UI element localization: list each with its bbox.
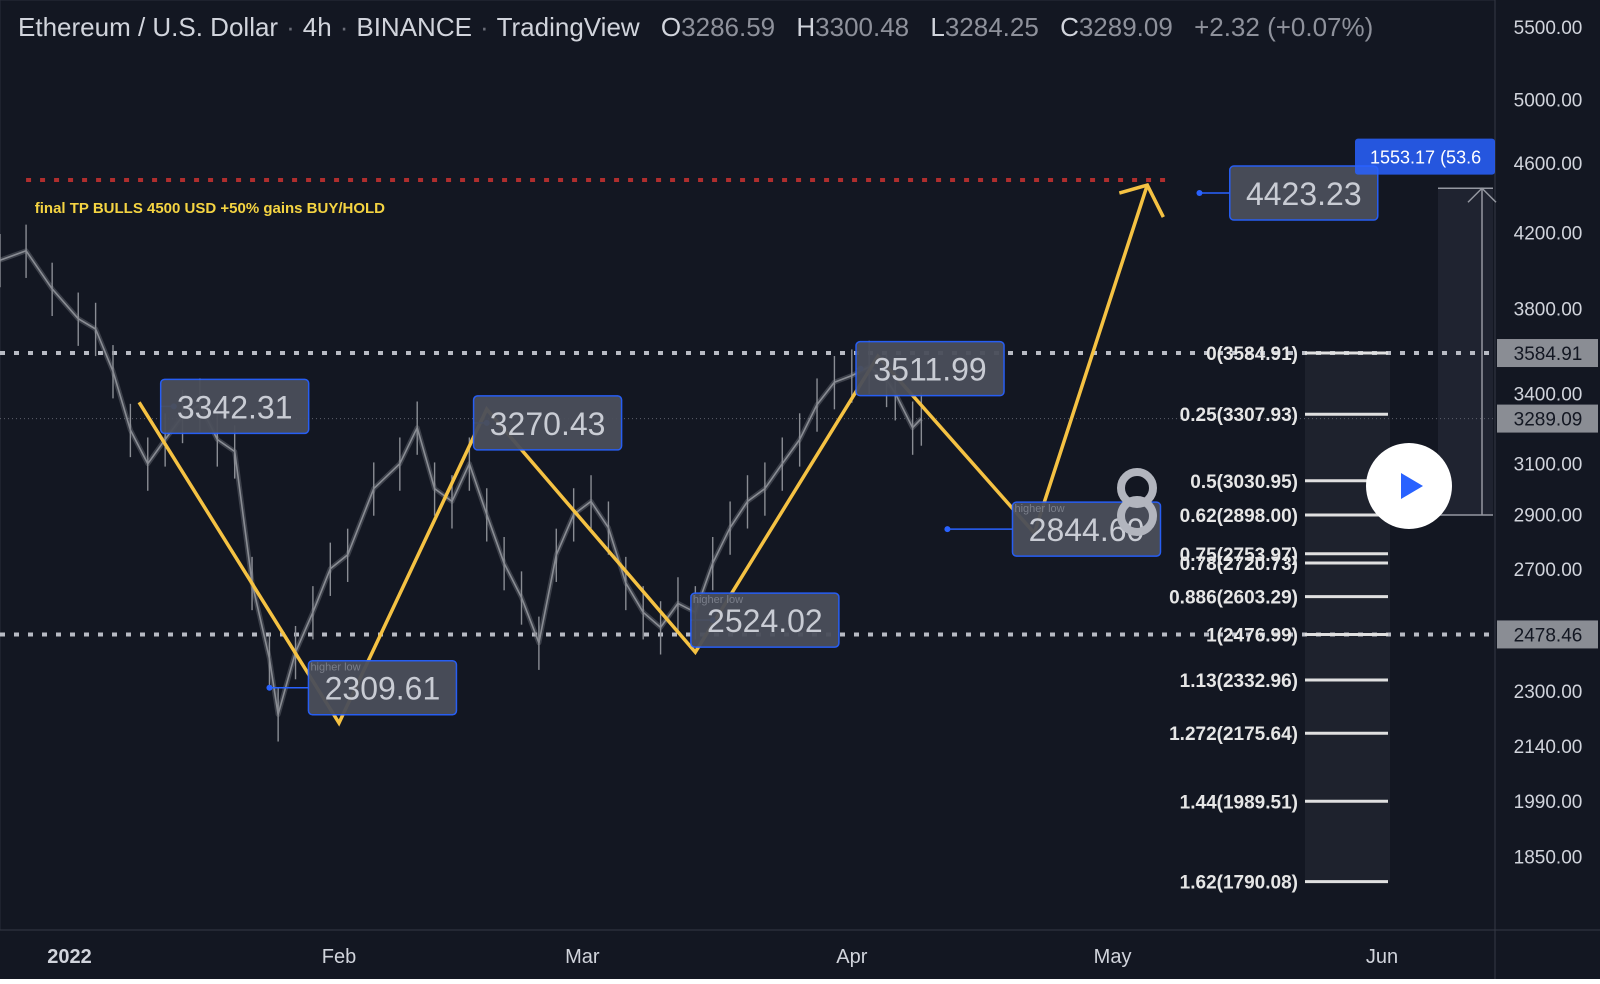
low-value: 3284.25 (944, 12, 1039, 42)
x-tick-label: Jun (1366, 946, 1398, 968)
fib-level-label: 1.13(2332.96) (1180, 671, 1298, 692)
axis-price-badge (1497, 620, 1598, 649)
interval-label[interactable]: 4h (302, 12, 332, 42)
axis-price-badge (1497, 339, 1598, 368)
target-annotation: final TP BULLS 4500 USD +50% gains BUY/H… (35, 200, 385, 217)
price-label-background (159, 378, 310, 435)
high-value: 3300.48 (815, 12, 910, 42)
y-tick-label: 5500.00 (1514, 18, 1583, 39)
y-tick-label: 2700.00 (1514, 560, 1583, 581)
x-tick-label: Feb (322, 946, 356, 968)
link-chain-icon[interactable] (1117, 468, 1157, 536)
x-tick-label: Mar (565, 946, 600, 968)
y-tick-label: 4600.00 (1514, 154, 1583, 175)
higher-low-note: higher low (693, 594, 743, 606)
close-key: C (1060, 12, 1079, 42)
y-tick-label: 3800.00 (1514, 300, 1583, 321)
y-tick-label: 3400.00 (1514, 384, 1583, 405)
fib-level-label: 0.886(2603.29) (1169, 588, 1298, 609)
fib-level-label: 0.78(2720.73) (1180, 554, 1298, 575)
price-label-value: 3270.43 (490, 406, 606, 442)
higher-low-note: higher low (310, 662, 360, 674)
higher-low-note: higher low (1014, 503, 1064, 515)
y-tick-label: 2140.00 (1514, 737, 1583, 758)
price-label-background (1229, 165, 1379, 221)
fib-level-label: 0.25(3307.93) (1180, 405, 1298, 426)
y-tick-label: 2300.00 (1514, 682, 1583, 703)
price-label-box[interactable]: 3511.99 (855, 340, 1005, 397)
fib-level-label: 1.62(1790.08) (1180, 873, 1298, 894)
price-label-anchor (944, 526, 951, 533)
y-tick-label: 5000.00 (1514, 91, 1583, 112)
measure-badge[interactable]: 1553.17 (53.6 (1355, 138, 1495, 175)
y-tick-label: 1990.00 (1514, 792, 1583, 813)
current-price-badge (1497, 404, 1598, 433)
y-tick-label: 3100.00 (1514, 455, 1583, 476)
source-label: TradingView (496, 12, 640, 42)
price-label-background (690, 592, 840, 648)
axis-price-badge-text: 2478.46 (1514, 625, 1583, 646)
price-label-value: 2309.61 (325, 671, 441, 707)
zigzag-arrow-head (1118, 182, 1165, 218)
play-button[interactable] (1366, 443, 1452, 529)
price-label-box[interactable]: 4423.23 (1196, 165, 1379, 221)
price-label-value: 3511.99 (873, 352, 986, 388)
close-value: 3289.09 (1078, 12, 1173, 42)
play-icon (1401, 473, 1423, 499)
link-chain-ring (1117, 496, 1157, 536)
axis-price-badge-text: 3584.91 (1514, 344, 1583, 365)
y-tick-label: 2900.00 (1514, 505, 1583, 526)
fib-level-label: 0.5(3030.95) (1190, 472, 1298, 493)
low-key: L (930, 12, 945, 42)
price-label-background (307, 659, 458, 716)
change-value: +2.32 (+0.07%) (1194, 12, 1374, 42)
price-label-box[interactable]: 3342.31 (159, 378, 310, 435)
fib-level-label: 0.75(2753.97) (1180, 545, 1298, 566)
price-label-box[interactable]: 3270.43 (472, 395, 623, 451)
x-tick-label: 2022 (47, 946, 92, 968)
fib-level-label: 1.44(1989.51) (1180, 792, 1298, 813)
plot-area (0, 0, 1496, 931)
current-price-badge-text: 3289.09 (1514, 410, 1583, 431)
exchange-label: BINANCE (356, 12, 472, 42)
price-label-background (855, 340, 1005, 397)
high-key: H (796, 12, 816, 42)
fib-level-label: 0.62(2898.00) (1180, 506, 1298, 527)
fib-level-label: 0(3584.91) (1206, 344, 1298, 365)
y-tick-label: 1850.00 (1514, 848, 1583, 869)
open-key: O (660, 12, 682, 42)
measure-badge-bg (1355, 138, 1495, 175)
measure-arrow-head (1467, 187, 1497, 203)
price-label-background (472, 395, 623, 451)
x-tick-label: May (1094, 946, 1132, 968)
symbol-title[interactable]: Ethereum / U.S. Dollar (18, 12, 279, 42)
price-label-value: 3342.31 (177, 389, 293, 425)
price-label-anchor (266, 684, 273, 691)
measure-badge-text: 1553.17 (53.6 (1370, 148, 1481, 168)
measure-shade (1438, 188, 1493, 515)
x-tick-label: Apr (836, 946, 867, 968)
price-label-value: 4423.23 (1246, 176, 1362, 212)
fib-level-label: 1.272(2175.64) (1169, 724, 1298, 745)
price-label-value: 2524.02 (707, 603, 823, 639)
fib-shade (1305, 353, 1390, 882)
open-value: 3286.59 (681, 12, 776, 42)
price-label-anchor (1196, 190, 1203, 197)
chart-header: Ethereum / U.S. Dollar · 4h · BINANCE · Tradin… (18, 12, 1374, 42)
fib-level-label: 1(2476.99) (1206, 625, 1298, 646)
y-tick-label: 4200.00 (1514, 223, 1583, 244)
